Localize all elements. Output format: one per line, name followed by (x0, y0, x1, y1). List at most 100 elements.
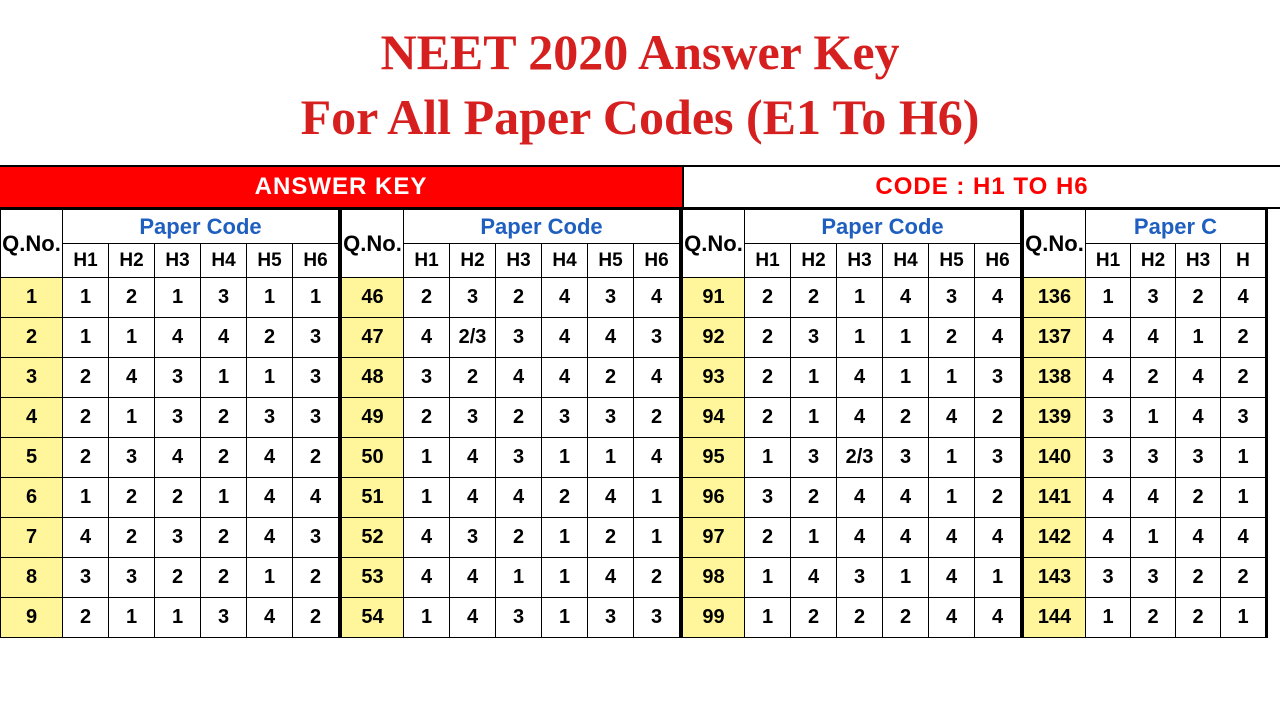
answer-block: Q.No.Paper CodeH1H2H3H4H5H61121311211442… (0, 209, 341, 638)
answer-cell: 2 (496, 518, 542, 558)
answer-cell: 4 (404, 558, 450, 598)
section-header-row: ANSWER KEY CODE : H1 TO H6 (0, 165, 1280, 209)
table-row: 49232332 (342, 398, 680, 438)
qno-cell: 98 (683, 558, 745, 598)
qno-cell: 93 (683, 358, 745, 398)
answer-cell: 2 (450, 358, 496, 398)
table-row: 1414421 (1024, 478, 1266, 518)
answer-cell: 1 (109, 398, 155, 438)
answer-cell: 4 (63, 518, 109, 558)
answer-cell: 4 (404, 518, 450, 558)
answer-cell: 3 (293, 518, 339, 558)
answer-cell: 2 (791, 598, 837, 638)
qno-cell: 141 (1024, 478, 1086, 518)
answer-cell: 3 (1086, 398, 1131, 438)
answer-cell: 2 (63, 358, 109, 398)
answer-cell: 2 (201, 398, 247, 438)
code-header: H1 (745, 244, 791, 278)
answer-cell: 1 (745, 438, 791, 478)
table-row: 1374412 (1024, 318, 1266, 358)
qno-cell: 53 (342, 558, 404, 598)
answer-cell: 1 (929, 478, 975, 518)
answer-cell: 1 (109, 598, 155, 638)
answer-cell: 4 (1221, 278, 1266, 318)
answer-cell: 3 (588, 278, 634, 318)
answer-cell: 2 (1176, 478, 1221, 518)
answer-cell: 3 (109, 558, 155, 598)
answer-cell: 4 (837, 518, 883, 558)
answer-cell: 2 (929, 318, 975, 358)
answer-cell: 4 (883, 518, 929, 558)
answer-cell: 2 (634, 558, 680, 598)
qno-cell: 99 (683, 598, 745, 638)
answer-cell: 3 (63, 558, 109, 598)
answer-cell: 3 (1176, 438, 1221, 478)
table-row: 54143133 (342, 598, 680, 638)
code-header: H4 (201, 244, 247, 278)
answer-cell: 2 (496, 398, 542, 438)
answer-cell: 1 (542, 598, 588, 638)
qno-cell: 50 (342, 438, 404, 478)
code-header: H1 (1086, 244, 1131, 278)
qno-cell: 6 (1, 478, 63, 518)
answer-cell: 3 (155, 398, 201, 438)
answer-cell: 1 (745, 558, 791, 598)
table-row: 7423243 (1, 518, 339, 558)
answer-cell: 4 (929, 518, 975, 558)
answer-cell: 3 (1086, 558, 1131, 598)
answer-cell: 2 (1131, 358, 1176, 398)
answer-cell: 2/3 (837, 438, 883, 478)
answer-cell: 2 (404, 398, 450, 438)
answer-cell: 4 (1086, 478, 1131, 518)
answer-cell: 3 (450, 278, 496, 318)
answer-cell: 1 (929, 438, 975, 478)
answer-cell: 1 (1131, 398, 1176, 438)
answer-cell: 2 (63, 598, 109, 638)
answer-tables-row: Q.No.Paper CodeH1H2H3H4H5H61121311211442… (0, 209, 1280, 638)
code-header: H4 (883, 244, 929, 278)
answer-cell: 1 (542, 518, 588, 558)
answer-cell: 2 (975, 478, 1021, 518)
qno-cell: 3 (1, 358, 63, 398)
answer-cell: 4 (450, 438, 496, 478)
answer-cell: 2 (155, 558, 201, 598)
code-header: H5 (929, 244, 975, 278)
table-row: 93214113 (683, 358, 1021, 398)
answer-cell: 3 (450, 518, 496, 558)
answer-cell: 4 (542, 358, 588, 398)
code-header: H3 (1176, 244, 1221, 278)
paper-code-header: Paper Code (745, 210, 1021, 244)
answer-cell: 1 (883, 558, 929, 598)
answer-cell: 4 (155, 438, 201, 478)
table-row: 98143141 (683, 558, 1021, 598)
answer-cell: 3 (201, 598, 247, 638)
answer-cell: 2 (155, 478, 201, 518)
answer-cell: 4 (837, 398, 883, 438)
qno-cell: 46 (342, 278, 404, 318)
code-header: H6 (975, 244, 1021, 278)
table-row: 1441221 (1024, 598, 1266, 638)
table-row: 52432121 (342, 518, 680, 558)
answer-cell: 1 (1086, 278, 1131, 318)
answer-cell: 2 (1131, 598, 1176, 638)
answer-cell: 4 (450, 558, 496, 598)
qno-header: Q.No. (1, 210, 63, 278)
qno-cell: 136 (1024, 278, 1086, 318)
code-header: H1 (404, 244, 450, 278)
answer-cell: 1 (247, 278, 293, 318)
answer-cell: 4 (450, 478, 496, 518)
answer-cell: 4 (450, 598, 496, 638)
answer-cell: 2 (837, 598, 883, 638)
answer-cell: 3 (1221, 398, 1266, 438)
answer-cell: 3 (1131, 438, 1176, 478)
code-header: H5 (588, 244, 634, 278)
answer-cell: 3 (588, 398, 634, 438)
header-code-range: CODE : H1 TO H6 (684, 167, 1280, 207)
table-row: 92231124 (683, 318, 1021, 358)
answer-block: Q.No.Paper CH1H2H3H136132413744121384242… (1023, 209, 1268, 638)
code-header: H (1221, 244, 1266, 278)
answer-block: Q.No.Paper CodeH1H2H3H4H5H69122143492231… (682, 209, 1023, 638)
answer-cell: 2 (745, 318, 791, 358)
code-header: H2 (791, 244, 837, 278)
answer-cell: 1 (155, 278, 201, 318)
